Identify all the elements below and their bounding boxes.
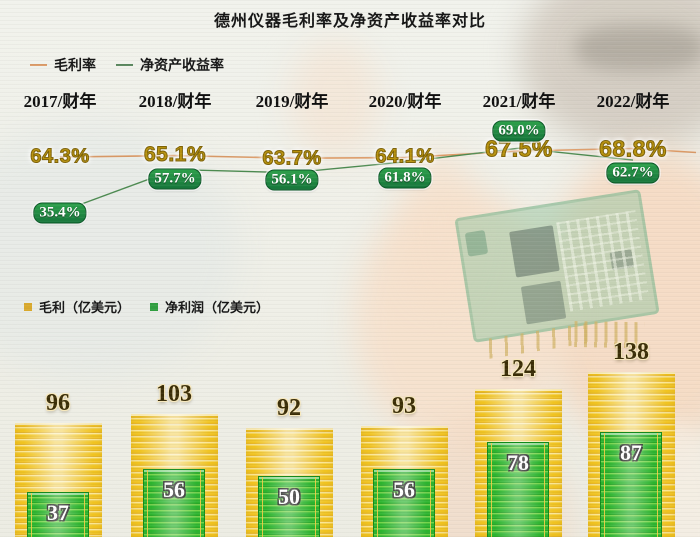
net-profit-bar: 56 <box>143 468 205 537</box>
fiscal-year-label: 2019/财年 <box>255 92 329 111</box>
gross-profit-bar: 103 56 <box>130 381 218 537</box>
legend-item-net-profit: 净利润（亿美元） <box>150 297 269 316</box>
roe-value-label: 61.8% <box>378 167 432 189</box>
roe-value-label: 35.4% <box>33 202 87 224</box>
net-profit-bar: 78 <box>487 442 549 537</box>
orange-line-swatch-icon <box>30 64 47 66</box>
line-chart-legend: 毛利率 净资产收益率 <box>30 55 224 75</box>
gross-profit-value-label: 138 <box>613 339 649 366</box>
legend-label: 毛利率 <box>54 57 96 73</box>
solder-pads <box>556 210 650 312</box>
legend-item-gross-margin: 毛利率 <box>30 55 96 75</box>
chip-icon <box>520 280 567 325</box>
gross-profit-bar: 93 56 <box>360 393 448 537</box>
legend-item-roe: 净资产收益率 <box>116 55 224 75</box>
fiscal-year-label: 2022/财年 <box>596 92 670 111</box>
gross-profit-value-label: 93 <box>392 393 416 420</box>
ti-logo-on-board <box>464 229 489 257</box>
legend-label: 净资产收益率 <box>140 57 224 73</box>
gold-square-swatch-icon <box>24 302 32 311</box>
net-profit-value-label: 78 <box>507 450 529 476</box>
gross-profit-bar: 138 87 <box>587 339 675 537</box>
circuit-board-image <box>454 189 660 359</box>
legend-label: 毛利（亿美元） <box>39 300 131 315</box>
gross-profit-value-label: 124 <box>500 356 536 383</box>
net-profit-value-label: 37 <box>47 499 69 525</box>
roe-value-label: 56.1% <box>265 169 319 191</box>
fiscal-year-label: 2021/财年 <box>482 92 556 111</box>
gross-margin-value-label: 68.8% <box>599 135 667 162</box>
gross-profit-bar: 92 50 <box>245 395 333 537</box>
green-square-swatch-icon <box>150 302 159 311</box>
roe-value-label: 69.0% <box>492 120 546 142</box>
photo-sunglasses <box>575 25 700 71</box>
net-profit-bar: 50 <box>258 476 320 537</box>
roe-value-label: 62.7% <box>606 162 660 184</box>
net-profit-bar: 87 <box>600 431 662 537</box>
net-profit-value-label: 56 <box>393 476 415 502</box>
legend-item-gross-profit: 毛利（亿美元） <box>24 297 130 316</box>
net-profit-bar: 37 <box>27 491 89 537</box>
gross-profit-bar: 96 37 <box>14 390 102 537</box>
green-line-swatch-icon <box>116 64 133 66</box>
gross-profit-value-label: 103 <box>156 381 192 408</box>
fiscal-year-label: 2020/财年 <box>368 92 442 111</box>
fiscal-year-label: 2017/财年 <box>23 92 97 111</box>
gross-margin-value-label: 64.1% <box>375 145 435 168</box>
gross-profit-bar: 124 78 <box>474 356 562 537</box>
page-title: 德州仪器毛利率及净资产收益率对比 <box>213 13 486 30</box>
chip-icon <box>609 249 635 271</box>
gross-profit-value-label: 96 <box>46 389 70 416</box>
roe-value-label: 57.7% <box>148 168 202 190</box>
bar-chart-legend: 毛利（亿美元） 净利润（亿美元） <box>24 297 269 316</box>
legend-label: 净利润（亿美元） <box>165 300 270 315</box>
chip-icon <box>509 225 560 278</box>
net-profit-value-label: 56 <box>163 476 185 502</box>
fiscal-year-label: 2018/财年 <box>138 92 212 111</box>
net-profit-value-label: 87 <box>620 439 642 465</box>
gross-profit-value-label: 92 <box>277 394 301 421</box>
gross-margin-value-label: 63.7% <box>262 147 322 170</box>
net-profit-bar: 56 <box>373 468 435 537</box>
gross-margin-value-label: 65.1% <box>143 142 207 166</box>
net-profit-value-label: 50 <box>278 484 300 509</box>
gross-margin-value-label: 64.3% <box>30 145 90 168</box>
